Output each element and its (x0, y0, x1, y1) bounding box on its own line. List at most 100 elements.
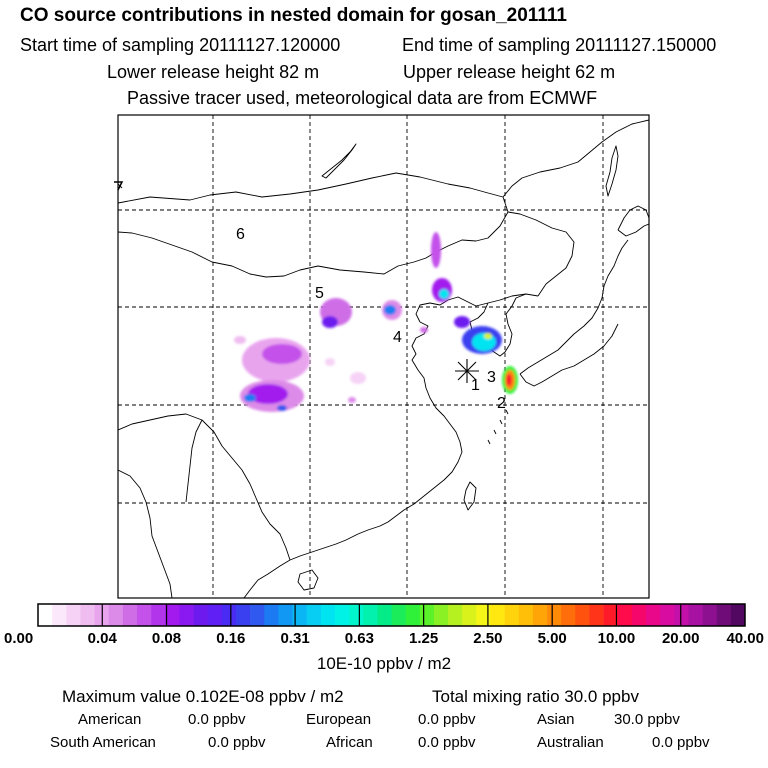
plume-sw-core2 (277, 405, 287, 411)
colorbar-swatch (334, 604, 350, 626)
colorbar-swatch (504, 604, 520, 626)
colorbar-swatch (264, 604, 279, 626)
colorbar-swatch (518, 604, 534, 626)
colorbar-swatch (136, 604, 152, 626)
plume-4-small (420, 327, 428, 333)
colorbar-swatch (349, 604, 364, 626)
colorbar-tick-label: 2.50 (473, 630, 503, 647)
maximum-value: Maximum value 0.102E-08 ppbv / m2 (62, 687, 344, 706)
south-american-value: 0.0 ppbv (208, 734, 266, 751)
plume-central-small2 (350, 372, 366, 384)
colorbar-swatch (221, 604, 237, 626)
colorbar-swatch (730, 604, 746, 626)
colorbar-tick-label: 20.00 (661, 630, 700, 647)
colorbar-tick-label: 5.00 (537, 630, 567, 647)
colorbar-swatch (122, 604, 138, 626)
colorbar-border (37, 603, 746, 627)
colorbar-swatch (462, 604, 477, 626)
colorbar (37, 603, 746, 627)
colorbar-swatch (490, 604, 505, 626)
colorbar-tick-label: 0.08 (151, 630, 182, 647)
colorbar-swatch (250, 604, 265, 626)
colorbar-swatch (532, 604, 548, 626)
african-label: African (326, 734, 373, 751)
plume-sw-mid (248, 384, 288, 404)
colorbar-swatch (363, 604, 378, 626)
plume-ne-core (439, 289, 449, 299)
colorbar-swatch (391, 604, 406, 626)
plume-kyushu-core (506, 374, 512, 386)
colorbar-swatch (674, 604, 689, 626)
colorbar-swatch (448, 604, 463, 626)
colorbar-tick-label: 0.63 (344, 630, 374, 647)
end-time-label: End time of sampling 20111127.150000 (402, 35, 717, 55)
australian-value: 0.0 ppbv (652, 734, 710, 751)
map-coastlines (118, 119, 649, 598)
colorbar-tick-label: 0.04 (87, 630, 117, 647)
plume-korea-core (484, 333, 492, 339)
african-value: 0.0 ppbv (418, 734, 476, 751)
colorbar-swatch (278, 604, 293, 626)
region-label-4: 4 (393, 329, 402, 346)
colorbar-swatch (476, 604, 491, 626)
colorbar-swatch (660, 604, 675, 626)
colorbar-swatch (179, 604, 194, 626)
colorbar-swatch (646, 604, 661, 626)
total-mixing-ratio: Total mixing ratio 30.0 ppbv (432, 687, 639, 706)
region-label-3: 3 (487, 369, 496, 386)
european-label: European (306, 711, 372, 728)
american-value: 0.0 ppbv (188, 711, 246, 728)
region-label-2: 2 (497, 395, 506, 412)
colorbar-swatch (207, 604, 223, 626)
colorbar-swatch (235, 604, 251, 626)
plume-5-core (322, 316, 338, 328)
colorbar-swatch (306, 604, 322, 626)
region-label-5: 5 (315, 285, 324, 302)
colorbar-swatch (617, 604, 633, 626)
colorbar-swatch (193, 604, 208, 626)
colorbar-tick-label: 0.31 (280, 630, 310, 647)
colorbar-swatch (631, 604, 647, 626)
plume-central-small (325, 358, 335, 366)
plume-west-mid (262, 344, 302, 364)
upper-release-height: Upper release height 62 m (403, 62, 616, 82)
colorbar-swatch (66, 604, 81, 626)
start-time-label: Start time of sampling 20111127.120000 (20, 35, 341, 55)
colorbar-tick-label: 1.25 (409, 630, 439, 647)
colorbar-swatch (38, 604, 53, 626)
colorbar-swatch (52, 604, 67, 626)
colorbar-swatch (292, 604, 307, 626)
american-label: American (78, 711, 142, 728)
colorbar-tick-label: 40.00 (726, 630, 764, 647)
concentration-plumes (234, 232, 518, 412)
colorbar-swatch (108, 604, 124, 626)
plume-ne-streak (431, 232, 441, 268)
map-frame (117, 114, 650, 599)
lower-release-height: Lower release height 82 m (107, 62, 320, 82)
colorbar-swatch (702, 604, 718, 626)
plume-ne-bay (454, 316, 470, 328)
colorbar-swatch (547, 604, 562, 626)
australian-label: Australian (537, 734, 604, 751)
colorbar-swatch (377, 604, 392, 626)
european-value: 0.0 ppbv (418, 711, 476, 728)
asian-label: Asian (537, 711, 575, 728)
plume-4-core (384, 305, 396, 315)
asian-value: 30.0 ppbv (614, 711, 680, 728)
plume-west-small (234, 336, 246, 344)
colorbar-swatch (419, 604, 435, 626)
edge-marker (114, 181, 124, 191)
plume-central-small3 (348, 397, 356, 403)
map-title: CO source contributions in nested domain… (20, 5, 567, 26)
colorbar-swatch (716, 604, 732, 626)
colorbar-swatch (405, 604, 421, 626)
colorbar-tick-label: 0.00 (4, 630, 34, 647)
plume-sw-core (244, 394, 256, 402)
tracer-note: Passive tracer used, meteorological data… (127, 88, 598, 108)
colorbar-swatch (433, 604, 449, 626)
colorbar-swatch (561, 604, 576, 626)
region-label-1: 1 (471, 377, 480, 394)
colorbar-swatch (165, 604, 180, 626)
colorbar-tick-label: 0.16 (216, 630, 246, 647)
